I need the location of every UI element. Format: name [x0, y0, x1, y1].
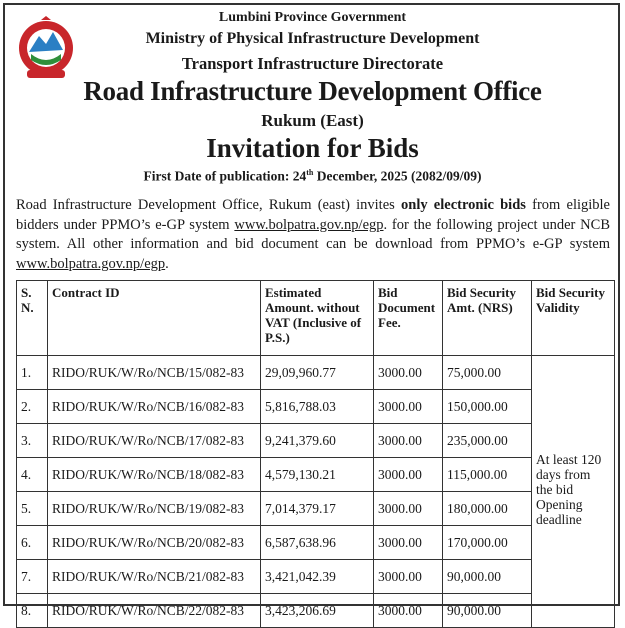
cell-sn: 3. [16, 423, 48, 458]
cell-estimated-amount: 7,014,379.17 [260, 491, 374, 526]
egp-link[interactable]: www.bolpatra.gov.np/egp [234, 216, 384, 233]
cell-document-fee: 3000.00 [373, 389, 443, 424]
cell-sn: 1. [16, 355, 48, 390]
pub-date-prefix: First Date of publication: 24 [143, 168, 307, 184]
pub-date-suffix: December, 2025 (2082/09/09) [313, 168, 482, 184]
table-row: 3. RIDO/RUK/W/Ro/NCB/17/082-83 9,241,379.6… [16, 423, 615, 458]
cell-estimated-amount: 3,423,206.69 [260, 593, 374, 628]
cell-document-fee: 3000.00 [373, 491, 443, 526]
table-row: 8. RIDO/RUK/W/Ro/NCB/22/082-83 3,423,206.6… [16, 593, 615, 628]
table-row: 1. RIDO/RUK/W/Ro/NCB/15/082-83 29,09,960.7… [16, 355, 615, 628]
cell-sn: 8. [16, 593, 48, 628]
cell-contract-id: RIDO/RUK/W/Ro/NCB/15/082-83 [47, 355, 261, 390]
notice-title: Invitation for Bids [206, 133, 419, 163]
office-name: Road Infrastructure Development Office [83, 76, 542, 106]
table-row: 6. RIDO/RUK/W/Ro/NCB/20/082-83 6,587,638.9… [16, 525, 615, 560]
cell-security-amount: 115,000.00 [442, 457, 532, 492]
cell-estimated-amount: 5,816,788.03 [260, 389, 374, 424]
cell-security-amount: 90,000.00 [442, 593, 532, 628]
cell-sn: 7. [16, 559, 48, 594]
table-row: 5. RIDO/RUK/W/Ro/NCB/19/082-83 7,014,379.1… [16, 491, 615, 526]
cell-estimated-amount: 29,09,960.77 [260, 355, 374, 390]
pub-date-sup: th [306, 168, 314, 177]
table-header-row: S. N. Contract ID Estimated Amount. with… [16, 280, 615, 356]
cell-contract-id: RIDO/RUK/W/Ro/NCB/18/082-83 [47, 457, 261, 492]
cell-document-fee: 3000.00 [373, 423, 443, 458]
para-text: . [165, 255, 169, 272]
para-bold: only electronic bids [401, 197, 526, 213]
egp-link[interactable]: www.bolpatra.gov.np/egp [16, 255, 166, 272]
table-row: 4. RIDO/RUK/W/Ro/NCB/18/082-83 4,579,130.2… [16, 457, 615, 492]
cell-estimated-amount: 9,241,379.60 [260, 423, 374, 458]
header-security-validity: Bid Security Validity [531, 280, 615, 356]
cell-contract-id: RIDO/RUK/W/Ro/NCB/17/082-83 [47, 423, 261, 458]
bids-table: S. N. Contract ID Estimated Amount. with… [16, 280, 615, 628]
para-text: Road Infrastructure Development Office, … [16, 197, 401, 213]
cell-security-amount: 90,000.00 [442, 559, 532, 594]
cell-sn: 6. [16, 525, 48, 560]
notice-paragraph: Road Infrastructure Development Office, … [16, 196, 610, 274]
cell-contract-id: RIDO/RUK/W/Ro/NCB/19/082-83 [47, 491, 261, 526]
cell-document-fee: 3000.00 [373, 355, 443, 390]
cell-document-fee: 3000.00 [373, 559, 443, 594]
cell-security-amount: 170,000.00 [442, 525, 532, 560]
cell-document-fee: 3000.00 [373, 593, 443, 628]
cell-security-amount: 180,000.00 [442, 491, 532, 526]
header-contract-id: Contract ID [47, 280, 261, 356]
header-security-amount: Bid Security Amt. (NRS) [442, 280, 532, 356]
directorate-name: Transport Infrastructure Directorate [181, 54, 444, 73]
para-text: from eligible bidders under PPMO’s e-GP … [16, 197, 610, 233]
cell-sn: 2. [16, 389, 48, 424]
publication-date: First Date of publication: 24th December… [0, 168, 625, 185]
cell-sn: 4. [16, 457, 48, 492]
header-sn: S. N. [16, 280, 48, 356]
header-document-fee: Bid Document Fee. [373, 280, 443, 356]
ministry-name: Ministry of Physical Infrastructure Deve… [145, 30, 480, 47]
cell-security-amount: 75,000.00 [442, 355, 532, 390]
table-row: 2. RIDO/RUK/W/Ro/NCB/16/082-83 5,816,788.0… [16, 389, 615, 424]
cell-estimated-amount: 6,587,638.96 [260, 525, 374, 560]
cell-contract-id: RIDO/RUK/W/Ro/NCB/16/082-83 [47, 389, 261, 424]
office-location: Rukum (East) [261, 111, 364, 130]
cell-security-amount: 150,000.00 [442, 389, 532, 424]
province-name: Lumbini Province Government [218, 10, 407, 25]
cell-estimated-amount: 4,579,130.21 [260, 457, 374, 492]
header-estimated-amount: Estimated Amount. without VAT (Inclusive… [260, 280, 374, 356]
cell-sn: 5. [16, 491, 48, 526]
cell-security-validity: At least 120 days from the bid Opening d… [531, 355, 615, 628]
cell-contract-id: RIDO/RUK/W/Ro/NCB/22/082-83 [47, 593, 261, 628]
cell-document-fee: 3000.00 [373, 457, 443, 492]
nepal-emblem-icon [19, 16, 73, 78]
para-text: . for the following project under NCB sy… [16, 216, 610, 253]
cell-estimated-amount: 3,421,042.39 [260, 559, 374, 594]
cell-contract-id: RIDO/RUK/W/Ro/NCB/21/082-83 [47, 559, 261, 594]
table-row: 7. RIDO/RUK/W/Ro/NCB/21/082-83 3,421,042.3… [16, 559, 615, 594]
cell-security-amount: 235,000.00 [442, 423, 532, 458]
cell-document-fee: 3000.00 [373, 525, 443, 560]
cell-contract-id: RIDO/RUK/W/Ro/NCB/20/082-83 [47, 525, 261, 560]
